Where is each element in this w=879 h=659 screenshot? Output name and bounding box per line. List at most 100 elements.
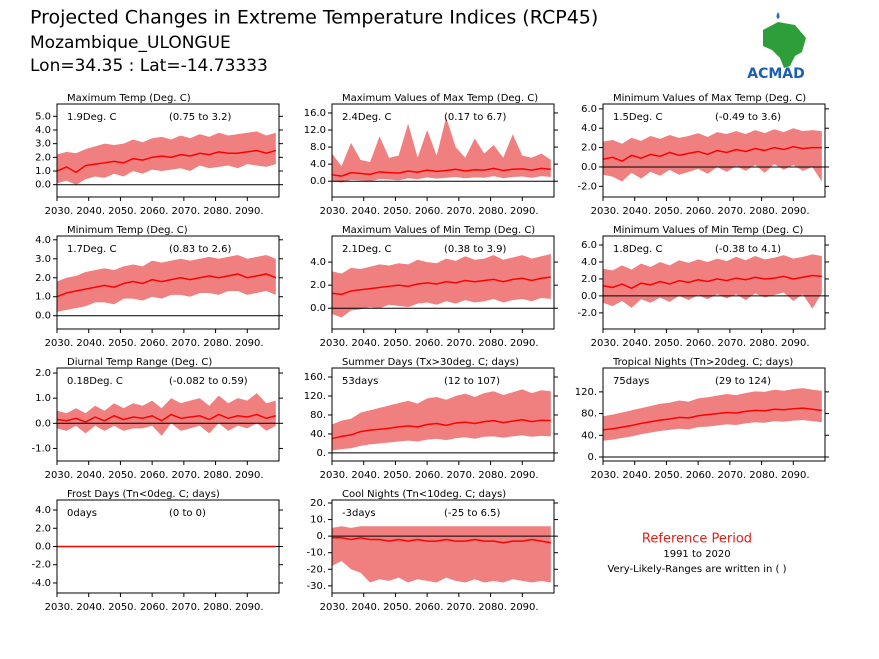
range-label: (0.75 to 3.2) <box>169 112 231 123</box>
y-tick-label: 0.0 <box>35 542 51 553</box>
x-tick-label: 2040. <box>76 206 105 217</box>
plot-frame <box>331 103 555 198</box>
x-tick-label: 2050. <box>383 470 412 481</box>
y-tick-label: 4.0 <box>35 235 51 246</box>
x-tick-label: 2090. <box>781 470 810 481</box>
x-tick-label: 2060. <box>415 338 444 349</box>
x-tick-label: 2090. <box>235 602 264 613</box>
range-label: (-0.082 to 0.59) <box>169 376 248 387</box>
panel-title: Cool Nights (Tn<10deg. C; days) <box>342 489 506 500</box>
range-band <box>332 117 551 183</box>
mean-label: 0.18Deg. C <box>67 376 123 387</box>
y-tick-label: 16.0 <box>304 108 326 119</box>
logo-map <box>763 22 806 68</box>
x-tick-label: 2060. <box>140 206 169 217</box>
x-tick-label: 2070. <box>172 470 201 481</box>
x-tick-label: 2030. <box>320 206 349 217</box>
range-label: (0 to 0) <box>169 508 206 519</box>
x-tick-label: 2030. <box>45 338 74 349</box>
x-tick-label: 2090. <box>510 206 539 217</box>
x-tick-label: 2050. <box>108 470 137 481</box>
x-tick-label: 2040. <box>622 338 651 349</box>
y-tick-label: 1.0 <box>35 292 51 303</box>
plot-frame <box>56 367 280 462</box>
panel: Maximum Values of Max Temp (Deg. C) 2.4De… <box>304 93 558 217</box>
panel: Diurnal Temp Range (Deg. C) 0.18Deg. C (-0… <box>31 357 283 481</box>
y-tick-label: 6.0 <box>581 240 597 251</box>
y-tick-label: 1.0 <box>35 166 51 177</box>
x-tick-label: 2060. <box>686 206 715 217</box>
x-tick-label: 2080. <box>749 206 778 217</box>
mean-line <box>56 149 277 174</box>
y-tick-label: 0.0 <box>581 291 597 302</box>
x-tick-label: 2040. <box>76 338 105 349</box>
y-tick-label: 20. <box>310 498 326 509</box>
x-tick-label: 2060. <box>686 470 715 481</box>
mean-label: 1.7Deg. C <box>67 244 116 255</box>
y-tick-label: 12.0 <box>304 125 326 136</box>
range-band <box>603 128 822 182</box>
y-tick-label: 80. <box>310 410 326 421</box>
range-band <box>332 254 551 318</box>
x-tick-label: 2040. <box>351 206 380 217</box>
plot-frame <box>56 235 280 330</box>
x-tick-label: 2080. <box>203 602 232 613</box>
x-tick-label: 2040. <box>622 470 651 481</box>
x-tick-label: 2060. <box>140 602 169 613</box>
panel: Maximum Temp (Deg. C) 1.9Deg. C (0.75 to 3… <box>35 93 283 217</box>
x-tick-label: 2090. <box>510 470 539 481</box>
plot-frame <box>602 367 826 462</box>
y-tick-label: -20. <box>306 564 326 575</box>
y-tick-label: 2.0 <box>581 143 597 154</box>
x-tick-label: 2090. <box>235 470 264 481</box>
panel-title: Frost Days (Tn<0deg. C; days) <box>67 489 220 500</box>
note-period: 1991 to 2020 <box>663 549 730 560</box>
x-tick-label: 2030. <box>320 338 349 349</box>
mean-line <box>602 274 822 290</box>
y-tick-label: 0.0 <box>581 162 597 173</box>
x-tick-label: 2050. <box>654 206 683 217</box>
range-label: (-0.38 to 4.1) <box>715 244 781 255</box>
x-tick-label: 2070. <box>718 206 747 217</box>
x-tick-label: 2050. <box>108 206 137 217</box>
mean-line <box>602 407 822 431</box>
mean-label: 75days <box>613 376 649 387</box>
y-tick-label: 0.0 <box>310 176 326 187</box>
range-label: (29 to 124) <box>715 376 771 387</box>
x-tick-label: 2060. <box>140 338 169 349</box>
x-tick-label: 2080. <box>203 206 232 217</box>
x-tick-label: 2090. <box>235 338 264 349</box>
x-tick-label: 2080. <box>478 206 507 217</box>
y-tick-label: 2.0 <box>35 152 51 163</box>
range-band <box>332 526 551 583</box>
panel: Minimum Values of Max Temp (Deg. C) 1.5De… <box>577 93 829 217</box>
x-tick-label: 2090. <box>781 206 810 217</box>
range-band <box>332 389 551 451</box>
y-tick-label: -4.0 <box>31 578 51 589</box>
x-tick-label: 2060. <box>415 470 444 481</box>
panel-title: Diurnal Temp Range (Deg. C) <box>67 357 212 368</box>
x-tick-label: 2050. <box>108 338 137 349</box>
x-tick-label: 2070. <box>718 338 747 349</box>
mean-line <box>602 145 822 162</box>
x-tick-label: 2070. <box>172 338 201 349</box>
y-tick-label: 120. <box>304 391 326 402</box>
y-tick-label: -2.0 <box>577 308 597 319</box>
x-tick-label: 2070. <box>447 602 476 613</box>
x-tick-label: 2080. <box>478 338 507 349</box>
y-tick-label: 2.0 <box>35 523 51 534</box>
panel-title: Summer Days (Tx>30deg. C; days) <box>342 357 519 368</box>
mean-label: 1.9Deg. C <box>67 112 116 123</box>
y-tick-label: 0. <box>587 452 597 463</box>
range-label: (-0.49 to 3.6) <box>715 112 781 123</box>
panel: Cool Nights (Tn<10deg. C; days) -3days (-2… <box>306 489 558 613</box>
x-tick-label: 2040. <box>76 470 105 481</box>
mean-line <box>56 413 277 423</box>
mean-label: 1.5Deg. C <box>613 112 662 123</box>
x-tick-label: 2070. <box>447 470 476 481</box>
y-tick-label: 0. <box>316 448 326 459</box>
note-heading: Reference Period <box>642 532 752 547</box>
y-tick-label: 1.0 <box>35 393 51 404</box>
panel: Tropical Nights (Tn>20deg. C; days) 75day… <box>575 357 829 481</box>
